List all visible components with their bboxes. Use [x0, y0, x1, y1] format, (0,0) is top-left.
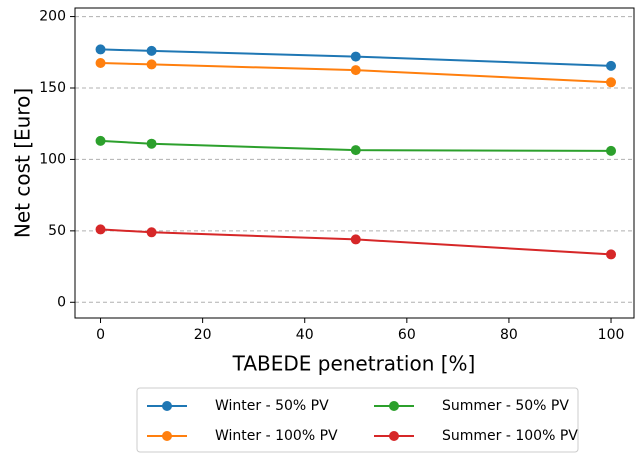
legend-marker	[162, 431, 172, 441]
data-point	[146, 59, 157, 70]
data-point	[350, 145, 361, 156]
y-tick-label: 100	[39, 151, 66, 167]
y-tick-label: 150	[39, 80, 66, 96]
series-line	[100, 228, 612, 256]
data-point	[95, 135, 106, 146]
x-tick-label: 80	[500, 327, 518, 343]
x-tick-label: 40	[296, 327, 314, 343]
data-point	[95, 44, 106, 55]
x-tick-label: 100	[598, 327, 625, 343]
x-tick-label: 0	[96, 327, 105, 343]
legend-label: Summer - 50% PV	[442, 398, 569, 414]
data-point	[350, 51, 361, 62]
data-point	[350, 65, 361, 76]
data-point	[350, 234, 361, 245]
legend-label: Summer - 100% PV	[442, 428, 578, 444]
legend-marker	[389, 401, 399, 411]
y-tick-label: 50	[48, 223, 66, 239]
series-line	[100, 139, 612, 152]
y-tick-label: 0	[57, 294, 66, 310]
x-tick-label: 60	[398, 327, 416, 343]
y-axis-label: Net cost [Euro]	[11, 88, 35, 238]
x-tick-label: 20	[194, 327, 212, 343]
legend-label: Winter - 100% PV	[215, 428, 338, 444]
series-line	[100, 48, 612, 67]
legend-box	[136, 387, 579, 453]
data-point	[606, 145, 617, 156]
legend-marker	[389, 431, 399, 441]
data-point	[146, 45, 157, 56]
x-axis-label: TABEDE penetration [%]	[232, 352, 476, 376]
plot-frame	[74, 7, 635, 319]
data-point	[606, 249, 617, 260]
legend-label: Winter - 50% PV	[215, 398, 329, 414]
series-line	[100, 62, 612, 84]
data-point	[606, 60, 617, 71]
data-point	[606, 77, 617, 88]
data-point	[95, 224, 106, 235]
legend-marker	[162, 401, 172, 411]
y-tick-label: 200	[39, 9, 66, 25]
data-point	[146, 227, 157, 238]
data-point	[146, 138, 157, 149]
data-point	[95, 58, 106, 68]
